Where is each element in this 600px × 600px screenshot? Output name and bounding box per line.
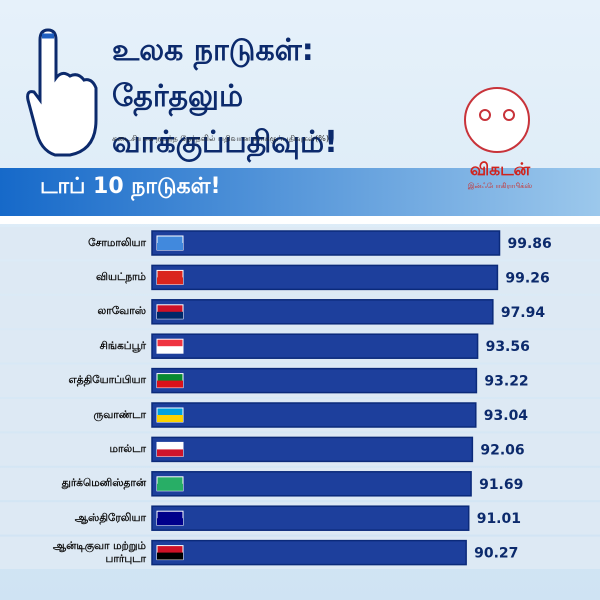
category-label: வியட்நாம்	[96, 270, 146, 283]
brand-tagline: இன்ஃபோகிராபிக்ஸ்	[467, 182, 533, 190]
brand-name: விகடன்	[469, 160, 531, 180]
category-label: துர்க்மெனிஸ்தான்	[61, 477, 146, 490]
category-label: ஆன்டிகுவா மற்றும் பார்புடா	[52, 539, 146, 565]
value-label: 93.56	[486, 339, 530, 355]
flag-stripe	[157, 277, 183, 285]
flag-stripe	[157, 518, 183, 526]
value-label: 90.27	[474, 546, 518, 562]
bar	[151, 402, 477, 428]
logo-eye	[479, 109, 491, 121]
value-label: 93.22	[484, 374, 528, 390]
flag-stripe	[157, 552, 183, 560]
bar	[151, 299, 494, 325]
category-label: சிங்கப்பூர்	[99, 339, 146, 352]
flag-stripe	[157, 380, 183, 388]
value-label: 99.26	[505, 270, 549, 286]
bar	[151, 436, 474, 463]
flag-stripe	[157, 449, 183, 457]
flag-stripe	[157, 243, 183, 250]
category-label: மால்டா	[109, 442, 147, 455]
chart-title: உலக நாடுகள்: தேர்தலும் வாக்குப்பதிவும்!	[112, 33, 338, 160]
value-label: 91.01	[477, 511, 521, 527]
category-label: சோமாலியா	[88, 236, 146, 249]
bar	[151, 333, 479, 359]
logo-face	[464, 87, 530, 153]
value-label: 92.06	[480, 442, 524, 458]
flag-stripe	[157, 483, 183, 491]
value-label: 91.69	[479, 477, 523, 493]
category-label: ருவாண்டா	[93, 408, 146, 421]
banner-gap	[0, 216, 600, 224]
banner-strip	[0, 168, 600, 216]
bar	[151, 264, 499, 291]
bar	[151, 539, 467, 566]
logo-eye	[503, 109, 515, 121]
hand-icon	[26, 28, 98, 157]
bar	[151, 505, 470, 531]
flag-stripe	[157, 311, 183, 319]
bar	[151, 230, 501, 256]
category-label: ஆஸ்திரேலியா	[74, 511, 146, 524]
bar	[151, 471, 472, 497]
bar	[151, 367, 478, 394]
chart-subtitle: கடைசியாக நடந்த தேர்தலில் பதிவான வாக்குப்…	[112, 134, 329, 143]
category-label: லாவோஸ்	[97, 305, 146, 318]
flag-stripe	[157, 415, 183, 422]
flag-stripe	[157, 346, 183, 354]
category-label: எத்தியோப்பியா	[68, 374, 146, 387]
value-label: 93.04	[484, 408, 529, 424]
value-label: 99.86	[508, 236, 552, 252]
value-label: 97.94	[501, 305, 546, 321]
banner-text: டாப் 10 நாடுகள்!	[40, 174, 221, 199]
